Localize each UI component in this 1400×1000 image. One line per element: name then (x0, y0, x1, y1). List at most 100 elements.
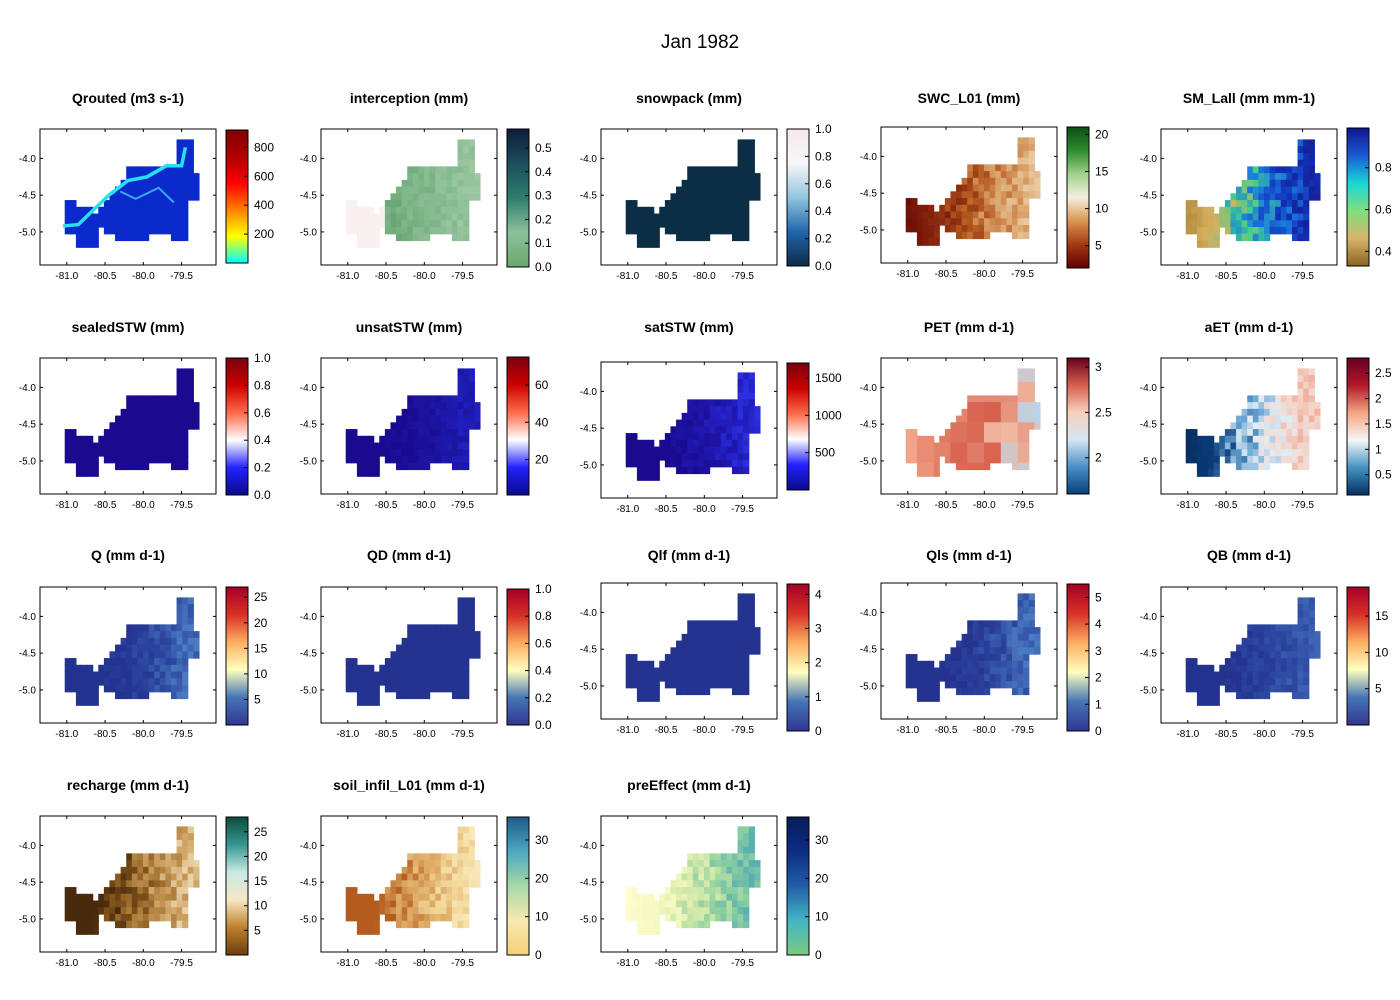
map-cell (463, 193, 470, 201)
map-cell (440, 887, 447, 895)
map-cell (115, 415, 122, 423)
map-cell (126, 685, 133, 693)
map-cell (737, 412, 744, 421)
map-cell (345, 907, 352, 915)
map-cell (131, 691, 139, 700)
x-tick-label: -80.0 (693, 271, 716, 282)
map-cell (698, 887, 705, 895)
map-cell (390, 914, 397, 922)
y-tick-label: -5.0 (300, 685, 318, 696)
map-cell (457, 435, 464, 444)
map-cell (642, 473, 649, 481)
map-cell (754, 173, 761, 181)
map-cell (720, 406, 727, 414)
map-cell (440, 873, 447, 881)
map-cell (1023, 600, 1030, 608)
map-cell (1219, 213, 1226, 221)
map-cell (137, 637, 144, 646)
map-cell (1023, 422, 1030, 430)
map-cell (956, 442, 963, 450)
map-cell (939, 442, 946, 450)
map-cell (978, 667, 985, 675)
map-cell (87, 435, 94, 444)
colorbar-tick-label: 0.3 (535, 189, 552, 203)
map-cell (1017, 211, 1024, 219)
map-cell (1000, 429, 1007, 437)
map-cell (642, 233, 649, 242)
map-cell (676, 233, 683, 242)
map-cell (692, 893, 700, 902)
map-cell (1017, 593, 1024, 601)
map-cell (373, 442, 380, 450)
map-cell (754, 640, 761, 648)
map-cell (463, 429, 470, 437)
map-cell (126, 206, 133, 215)
map-cell (92, 240, 99, 248)
map-cell (159, 651, 166, 659)
map-cell (1291, 658, 1299, 666)
map-cell (165, 227, 172, 235)
map-cell (704, 446, 711, 454)
map-cell (681, 681, 688, 689)
map-cell (1314, 415, 1321, 423)
map-cell (1247, 449, 1254, 457)
map-cell (193, 186, 200, 194)
map-cell (731, 173, 739, 181)
map-cell (1241, 220, 1248, 228)
map-cell (418, 227, 425, 235)
map-cell (1280, 186, 1287, 194)
map-cell (1303, 368, 1310, 376)
map-cell (1297, 213, 1304, 221)
map-cell (1308, 597, 1315, 605)
colorbar-tick-label: 0.2 (535, 691, 552, 705)
map-cell (737, 152, 744, 161)
map-cell (1291, 624, 1299, 632)
map-cell (1303, 402, 1310, 410)
map-cell (698, 453, 705, 461)
y-tick-label: -4.5 (580, 645, 598, 656)
map-cell (1196, 678, 1204, 686)
map-cell (715, 412, 722, 421)
map-cell (944, 667, 952, 675)
map-cell (407, 462, 414, 471)
map-cell (435, 227, 442, 235)
map-cell (373, 914, 380, 922)
map-cell (103, 887, 111, 895)
map-cell (1280, 402, 1287, 410)
map-cell (440, 651, 447, 659)
map-cell (187, 826, 194, 834)
map-cell (692, 426, 700, 434)
map-cell (115, 658, 122, 666)
map-cell (636, 674, 644, 682)
map-cell (418, 422, 425, 430)
map-cell (165, 887, 172, 895)
map-cell (120, 658, 127, 666)
map-cell (978, 633, 985, 642)
map-cell (187, 415, 194, 423)
map-cell (103, 900, 111, 908)
x-tick-label: -80.5 (375, 271, 398, 282)
map-cell (390, 220, 397, 228)
map-cell (463, 375, 470, 383)
map-cell (1275, 644, 1282, 652)
map-cell (148, 651, 155, 659)
map-cell (1208, 435, 1215, 444)
map-cell (1275, 651, 1282, 659)
map-cell (681, 233, 688, 242)
map-cell (748, 613, 755, 621)
map-cell (401, 213, 408, 221)
map-cell (1303, 678, 1310, 686)
map-cell (731, 873, 739, 881)
map-cell (1023, 177, 1030, 186)
map-cell (950, 674, 957, 682)
map-cell (384, 456, 392, 464)
map-cell (115, 644, 122, 652)
map-cell (187, 193, 194, 201)
map-cell (468, 631, 475, 639)
map-cell (715, 213, 722, 221)
x-tick-label: -81.0 (55, 500, 78, 511)
map-cell (1185, 678, 1192, 686)
map-cell (451, 179, 459, 188)
map-cell (984, 654, 991, 662)
map-cell (704, 466, 711, 475)
